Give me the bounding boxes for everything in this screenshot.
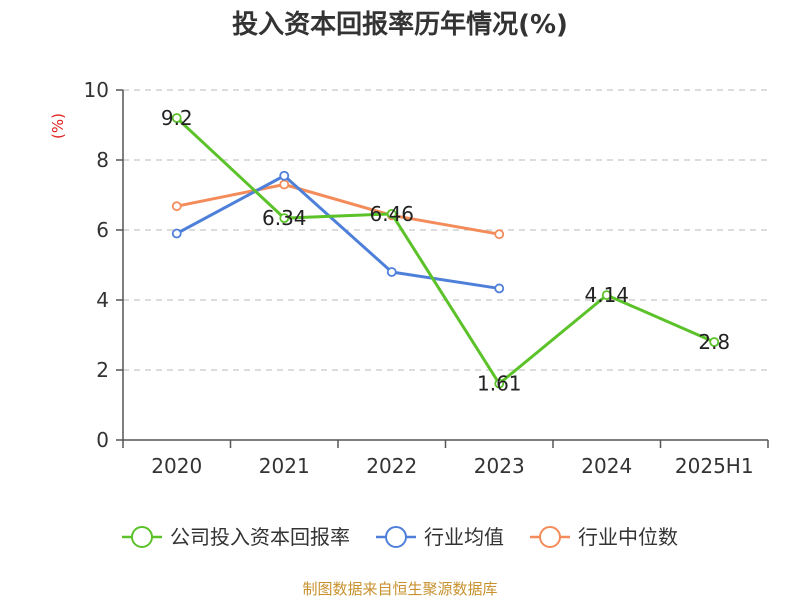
x-tick-label: 2025H1 [675, 454, 754, 478]
data-label: 6.46 [369, 202, 414, 226]
data-label: 2.8 [698, 330, 730, 354]
data-label: 1.61 [477, 372, 522, 396]
series-lines [171, 113, 720, 389]
data-point [171, 228, 182, 239]
legend-marker-icon [539, 526, 561, 548]
x-tick-label: 2022 [366, 454, 417, 478]
legend-marker-icon [385, 526, 407, 548]
data-point [709, 337, 720, 347]
legend-marker-icon [131, 526, 153, 548]
data-point [171, 113, 182, 123]
series-line [176, 174, 500, 290]
y-tick-label: 4 [96, 288, 109, 312]
data-point [494, 283, 505, 294]
data-label: 6.34 [262, 206, 307, 230]
data-point [279, 170, 290, 181]
y-tick-label: 6 [96, 218, 109, 242]
y-tick-label: 10 [84, 78, 109, 102]
data-labels: 9.2 6.34 6.46 1.61 4.14 2.8 [161, 106, 730, 396]
data-point [279, 213, 290, 224]
chart-title: 投入资本回报率历年情况(%) [232, 10, 568, 40]
data-point [386, 267, 397, 277]
x-tick-label: 2023 [474, 454, 525, 478]
legend-label: 公司投入资本回报率 [170, 525, 350, 549]
data-label: 9.2 [161, 106, 193, 130]
x-tick-label: 2024 [581, 454, 632, 478]
series-line [175, 116, 715, 386]
legend-item[interactable]: 公司投入资本回报率 [122, 525, 350, 549]
data-point [386, 208, 397, 219]
data-point [494, 378, 505, 389]
y-unit-label: (%) [49, 113, 67, 139]
x-tick-label: 2020 [151, 454, 202, 478]
grid-lines [123, 89, 768, 371]
legend-item[interactable]: 行业均值 [376, 525, 504, 549]
legend-label: 行业中位数 [578, 525, 678, 549]
data-label: 4.14 [584, 283, 629, 307]
data-point [171, 201, 182, 212]
data-point [279, 179, 290, 190]
y-tick-label: 2 [96, 358, 109, 382]
y-tick-label: 8 [96, 148, 109, 172]
data-point [601, 290, 612, 301]
source-note: 制图数据来自恒生聚源数据库 [302, 580, 498, 598]
series-line [176, 183, 500, 236]
x-tick-label: 2021 [259, 454, 310, 478]
legend-item[interactable]: 行业中位数 [530, 525, 678, 549]
legend[interactable]: 公司投入资本回报率 行业均值 行业中位数 [122, 525, 678, 549]
legend-label: 行业均值 [424, 525, 504, 549]
data-point [494, 229, 505, 240]
y-tick-label: 0 [96, 428, 109, 452]
axes: 0 2 4 6 8 10 2020 2021 2022 2023 2024 2025H1 (%) [49, 78, 769, 478]
